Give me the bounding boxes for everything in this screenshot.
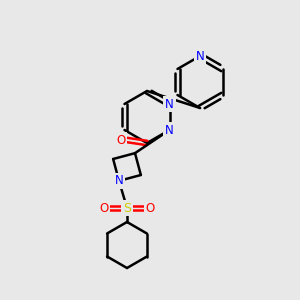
Text: O: O xyxy=(99,202,109,214)
Text: N: N xyxy=(165,124,174,136)
Text: S: S xyxy=(123,202,131,214)
Text: O: O xyxy=(146,202,154,214)
Text: O: O xyxy=(116,134,126,146)
Text: N: N xyxy=(115,174,123,188)
Text: N: N xyxy=(165,98,174,110)
Text: N: N xyxy=(196,50,204,62)
